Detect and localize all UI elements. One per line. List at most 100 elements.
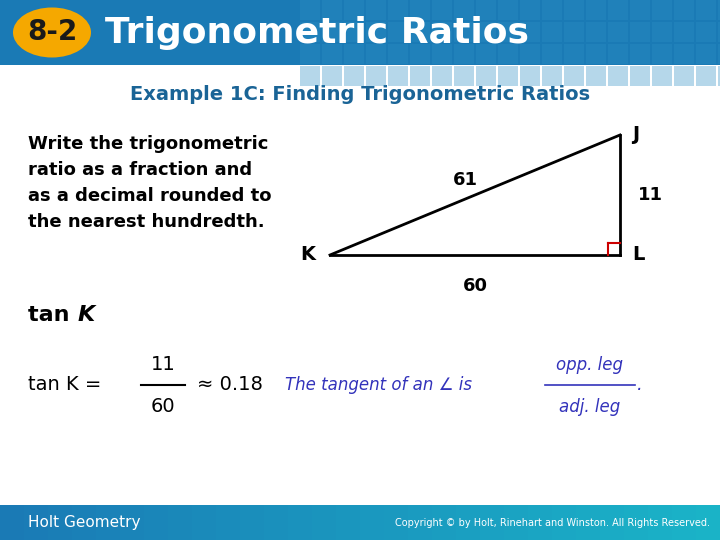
Text: Trigonometric Ratios: Trigonometric Ratios [105,16,529,50]
Bar [344,66,364,86]
Text: 8-2: 8-2 [27,18,77,46]
Bar [322,22,342,42]
Bar [674,0,694,20]
Bar [674,44,694,64]
Text: .: . [637,376,643,394]
Bar [192,505,217,540]
Text: 61: 61 [452,171,477,189]
Text: K: K [300,246,315,265]
Bar [454,22,474,42]
Text: 11: 11 [638,186,663,204]
Bar [312,505,337,540]
Bar [608,0,628,20]
Bar [432,505,457,540]
Text: tan: tan [28,305,77,325]
Bar [586,22,606,42]
Bar [498,0,518,20]
Bar [674,22,694,42]
Bar [586,66,606,86]
Bar [630,0,650,20]
Text: L: L [632,246,644,265]
Text: 60: 60 [462,277,487,295]
Text: K: K [78,305,95,325]
Text: Write the trigonometric: Write the trigonometric [28,135,269,153]
Bar [564,0,584,20]
Bar [454,0,474,20]
Bar [718,22,720,42]
Bar [300,44,320,64]
Bar [360,505,385,540]
Bar [586,0,606,20]
Bar [552,505,577,540]
Bar [366,44,386,64]
Bar [300,0,320,20]
Bar [384,505,409,540]
Bar [600,505,625,540]
Bar [432,66,452,86]
Text: J: J [632,125,639,145]
Text: Holt Geometry: Holt Geometry [28,515,140,530]
Bar [432,0,452,20]
Bar [576,505,601,540]
Bar [586,44,606,64]
Bar [652,44,672,64]
Bar [240,505,265,540]
Text: 60: 60 [150,397,175,416]
Bar [528,505,553,540]
Bar [48,505,73,540]
Bar [648,505,673,540]
Bar [652,0,672,20]
Bar [288,505,313,540]
Bar [388,44,408,64]
Bar [388,22,408,42]
Bar [696,0,716,20]
Bar [454,66,474,86]
Bar [608,66,628,86]
Bar [718,0,720,20]
Bar [608,44,628,64]
Bar [652,66,672,86]
Bar [520,44,540,64]
Text: The tangent of an ∠ is: The tangent of an ∠ is [285,376,477,394]
Text: Example 1C: Finding Trigonometric Ratios: Example 1C: Finding Trigonometric Ratios [130,85,590,105]
Bar [476,22,496,42]
Text: as a decimal rounded to: as a decimal rounded to [28,187,271,205]
Bar [300,66,320,86]
Bar [498,66,518,86]
Bar [366,66,386,86]
Bar [718,66,720,86]
Bar [504,505,529,540]
Bar [344,44,364,64]
Bar [410,22,430,42]
Bar [718,44,720,64]
Text: opp. leg: opp. leg [557,356,624,374]
Bar [652,22,672,42]
Bar [388,66,408,86]
Bar [408,505,433,540]
Bar [674,66,694,86]
Bar [72,505,97,540]
Bar [0,0,720,65]
Bar [476,0,496,20]
Bar [624,505,649,540]
Bar [0,505,25,540]
Ellipse shape [13,8,91,57]
Bar [564,66,584,86]
Bar [336,505,361,540]
Bar [366,22,386,42]
Bar [564,44,584,64]
Bar [322,0,342,20]
Bar [410,0,430,20]
Bar [542,66,562,86]
Bar [144,505,169,540]
Bar [542,0,562,20]
Bar [696,505,720,540]
Bar [120,505,145,540]
Bar [630,22,650,42]
Bar [696,66,716,86]
Bar [498,44,518,64]
Bar [480,505,505,540]
Text: adj. leg: adj. leg [559,398,621,416]
Text: ≈ 0.18: ≈ 0.18 [197,375,263,395]
Bar [696,22,716,42]
